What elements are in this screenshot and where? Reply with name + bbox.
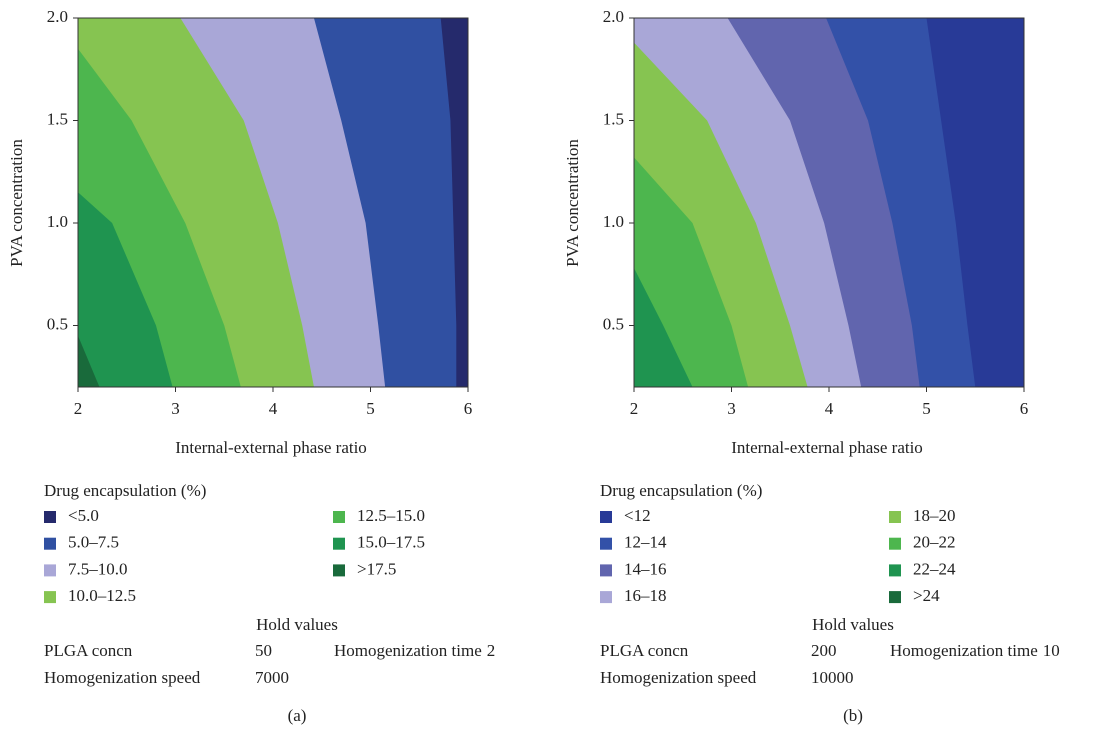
legend-label: 22–24: [913, 559, 956, 578]
hold-name: PLGA concn: [600, 641, 689, 660]
plot-area: [78, 18, 468, 387]
hold-value: 10: [1043, 641, 1060, 660]
contour-band: [440, 18, 468, 387]
x-tick-label: 2: [74, 399, 83, 418]
legend-swatch: [600, 511, 612, 523]
contour-band: [926, 18, 1024, 387]
hold-name: PLGA concn: [44, 641, 133, 660]
legend-label: >24: [913, 586, 940, 605]
legend-label: <5.0: [68, 506, 99, 525]
hold-value: 50: [255, 641, 272, 660]
contour-band: [313, 18, 468, 387]
caption: (a): [288, 706, 307, 725]
legend-swatch: [44, 591, 56, 604]
legend-swatch: [889, 591, 901, 604]
legend-label: 18–20: [913, 506, 956, 525]
x-tick-label: 5: [366, 399, 375, 418]
legend-swatch: [44, 537, 56, 550]
legend-swatch: [333, 511, 345, 523]
y-tick-label: 1.0: [603, 212, 624, 231]
legend-swatch: [44, 564, 56, 577]
legend-swatch: [600, 537, 612, 550]
legend-swatch: [44, 511, 56, 523]
legend-swatch: [333, 537, 345, 550]
legend-label: 12–14: [624, 533, 667, 552]
legend-swatch: [333, 564, 345, 577]
legend-label: 15.0–17.5: [357, 533, 425, 552]
y-tick-label: 0.5: [47, 314, 68, 333]
x-tick-label: 5: [922, 399, 931, 418]
hold-values-title: Hold values: [256, 615, 338, 634]
x-tick-label: 4: [825, 399, 834, 418]
y-axis-title: PVA concentration: [7, 139, 26, 267]
legend-swatch: [889, 537, 901, 550]
x-tick-label: 3: [727, 399, 736, 418]
hold-value: 7000: [255, 668, 289, 687]
legend-label: 7.5–10.0: [68, 559, 128, 578]
x-tick-label: 6: [464, 399, 473, 418]
y-tick-label: 2.0: [47, 7, 68, 26]
legend-swatch: [889, 564, 901, 577]
legend-label: <12: [624, 506, 651, 525]
legend-swatch: [889, 511, 901, 523]
legend-swatch: [600, 591, 612, 604]
hold-value: 10000: [811, 668, 854, 687]
hold-name: Homogenization speed: [44, 668, 201, 687]
y-tick-label: 1.5: [603, 109, 624, 128]
legend-label: 16–18: [624, 586, 667, 605]
y-axis-title: PVA concentration: [563, 139, 582, 267]
y-tick-label: 1.0: [47, 212, 68, 231]
legend-label: 12.5–15.0: [357, 506, 425, 525]
legend-label: 5.0–7.5: [68, 533, 119, 552]
x-tick-label: 2: [630, 399, 639, 418]
legend-label: 20–22: [913, 533, 956, 552]
legend-title: Drug encapsulation (%): [44, 481, 206, 500]
legend-label: 10.0–12.5: [68, 586, 136, 605]
legend-label: 14–16: [624, 559, 667, 578]
hold-value: 200: [811, 641, 837, 660]
legend-label: >17.5: [357, 559, 396, 578]
y-tick-label: 0.5: [603, 314, 624, 333]
y-tick-label: 1.5: [47, 109, 68, 128]
legend-title: Drug encapsulation (%): [600, 481, 762, 500]
hold-name: Homogenization speed: [600, 668, 757, 687]
hold-name: Homogenization time: [334, 641, 482, 660]
hold-values-title: Hold values: [812, 615, 894, 634]
x-tick-label: 3: [171, 399, 180, 418]
x-axis-title: Internal-external phase ratio: [175, 438, 367, 457]
plot-area: [634, 18, 1024, 387]
hold-name: Homogenization time: [890, 641, 1038, 660]
x-tick-label: 6: [1020, 399, 1029, 418]
x-tick-label: 4: [269, 399, 278, 418]
hold-value: 2: [487, 641, 496, 660]
legend-swatch: [600, 564, 612, 577]
x-axis-title: Internal-external phase ratio: [731, 438, 923, 457]
caption: (b): [843, 706, 863, 725]
y-tick-label: 2.0: [603, 7, 624, 26]
